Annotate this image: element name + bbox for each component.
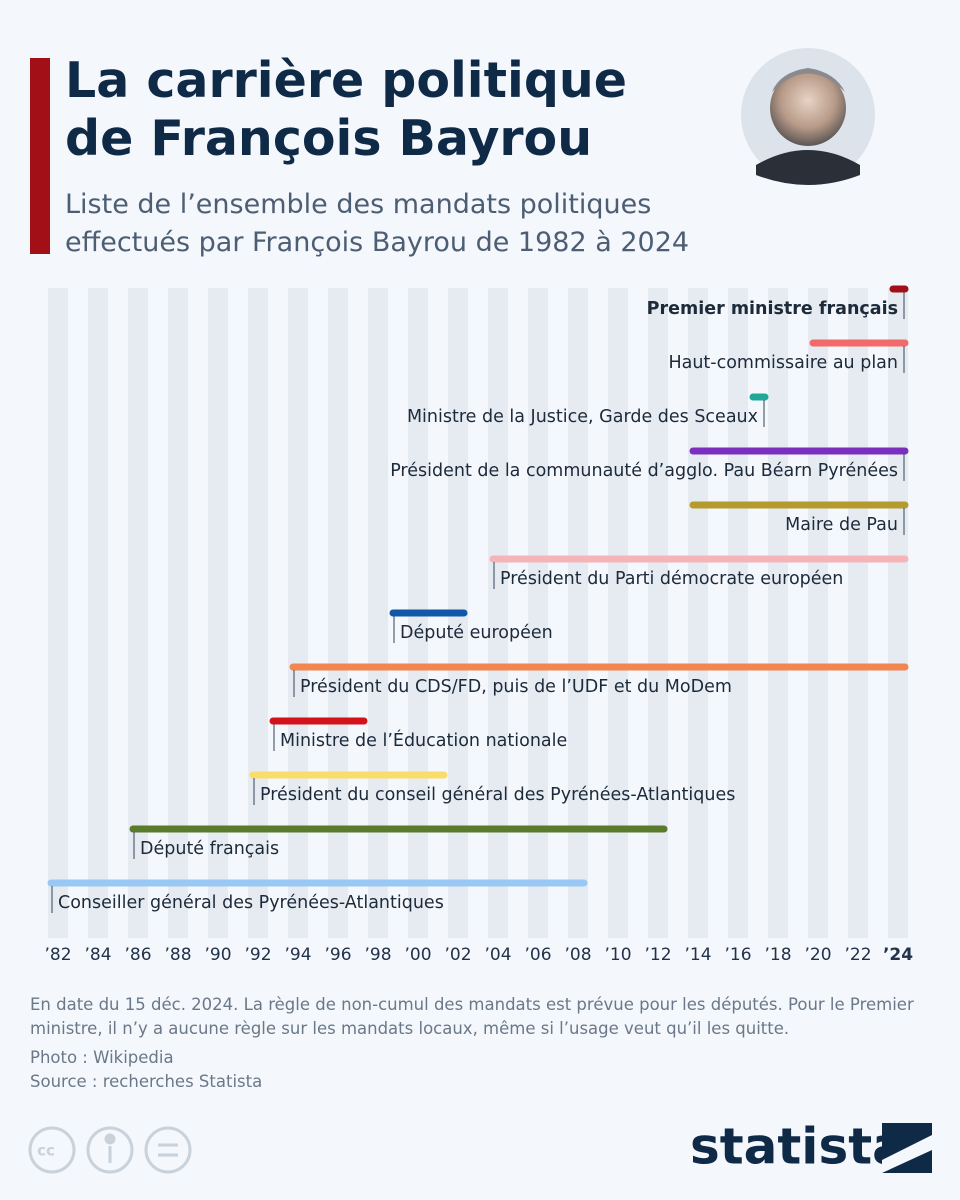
task-label: Député français — [140, 839, 279, 859]
grid-stripe — [728, 288, 748, 938]
brand-icon — [882, 1123, 932, 1173]
grid-stripe — [168, 288, 188, 938]
x-tick-label: ’92 — [244, 945, 271, 965]
portrait-shoulders — [756, 150, 860, 185]
grid-stripe — [208, 288, 228, 938]
grid-stripe — [488, 288, 508, 938]
x-tick-label: ’14 — [684, 945, 711, 965]
x-tick-label: ’08 — [564, 945, 591, 965]
grid-stripe — [88, 288, 108, 938]
x-tick-label: ’20 — [804, 945, 831, 965]
x-tick-label: ’88 — [164, 945, 191, 965]
footnote: En date du 15 déc. 2024. La règle de non… — [30, 995, 914, 1038]
cc-icon — [28, 1126, 76, 1174]
photo-credit: Photo : Wikipedia — [30, 1048, 174, 1067]
grid-stripe — [328, 288, 348, 938]
chart-title: La carrière politique de François Bayrou — [65, 52, 628, 167]
x-tick-label: ’00 — [404, 945, 431, 965]
grid-stripe — [848, 288, 868, 938]
license-icons — [28, 1126, 192, 1174]
x-tick-label: ’04 — [484, 945, 511, 965]
by-icon-head — [104, 1133, 116, 1145]
plot-area: ’82 ’84 ’86 ’88 ’90 ’92 ’94 ’96 ’98 ’00 ’02 ’04 ’06 ’… — [44, 285, 913, 965]
grid-stripe — [48, 288, 68, 938]
portrait-hair — [772, 68, 845, 92]
grid-stripe — [368, 288, 388, 938]
x-tick-label: ’12 — [644, 945, 671, 965]
x-tick-label: ’24 — [883, 945, 913, 965]
x-tick-label: ’94 — [284, 945, 311, 965]
task-label: Député européen — [400, 623, 553, 643]
task-label: Président du CDS/FD, puis de l’UDF et du… — [300, 677, 732, 697]
grid-stripe — [808, 288, 828, 938]
grid-stripe — [768, 288, 788, 938]
grid-stripe — [648, 288, 668, 938]
task-label: Ministre de l’Éducation nationale — [280, 729, 567, 751]
x-tick-label: ’98 — [364, 945, 391, 965]
grid-stripe — [568, 288, 588, 938]
task-label: Président du Parti démocrate européen — [500, 569, 843, 589]
x-tick-label: ’84 — [84, 945, 111, 965]
x-tick-label: ’82 — [44, 945, 71, 965]
grid-stripe — [128, 288, 148, 938]
accent-bar — [30, 58, 50, 254]
brand-logo: statista — [690, 1118, 906, 1176]
x-tick-label: ’22 — [844, 945, 871, 965]
grid-stripe — [688, 288, 708, 938]
task-label: Président du conseil général des Pyrénée… — [260, 785, 735, 805]
x-tick-label: ’06 — [524, 945, 551, 965]
x-tick-label: ’18 — [764, 945, 791, 965]
portrait-face — [770, 70, 846, 146]
x-tick-label: ’86 — [124, 945, 151, 965]
chart-subtitle: Liste de l’ensemble des mandats politiqu… — [65, 189, 690, 258]
x-tick-label: ’96 — [324, 945, 351, 965]
task-label: Président de la communauté d’agglo. Pau … — [390, 461, 898, 481]
cc-icon-mark: cc — [37, 1142, 55, 1160]
task-label: Maire de Pau — [785, 515, 898, 535]
task-label: Premier ministre français — [647, 299, 898, 319]
source: Source : recherches Statista — [30, 1072, 263, 1091]
grid-stripe — [288, 288, 308, 938]
grid-stripe — [528, 288, 548, 938]
task-label: Ministre de la Justice, Garde des Sceaux — [407, 407, 758, 427]
portrait — [741, 48, 875, 185]
grid-stripe — [888, 288, 908, 938]
grid-stripe — [608, 288, 628, 938]
footnotes: En date du 15 déc. 2024. La règle de non… — [30, 993, 940, 1094]
x-tick-label: ’16 — [724, 945, 751, 965]
task-label: Haut-commissaire au plan — [668, 353, 898, 373]
x-tick-label: ’02 — [444, 945, 471, 965]
brand-icon-stripe — [882, 1135, 932, 1173]
x-tick-label: ’90 — [204, 945, 231, 965]
nd-icon — [144, 1126, 192, 1174]
by-icon — [86, 1126, 134, 1174]
task-label: Conseiller général des Pyrénées-Atlantiq… — [58, 893, 444, 913]
x-tick-label: ’10 — [604, 945, 631, 965]
